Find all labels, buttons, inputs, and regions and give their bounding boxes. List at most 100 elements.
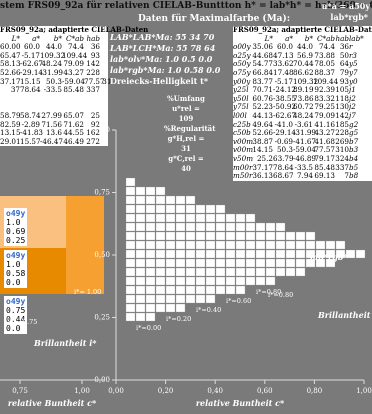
triangle-cell (295, 258, 306, 268)
x-tick-label: 0,20 (158, 387, 174, 395)
triangle-cell (175, 213, 186, 223)
swatch-1: o49y 1.0 0.69 0.25 (4, 208, 28, 246)
triangle-cell (255, 249, 266, 259)
left-x-tick-label: 0,75 (12, 387, 28, 395)
triangle-cell (225, 213, 236, 223)
triangle-cell (175, 267, 186, 277)
triangle-cell (135, 276, 146, 286)
triangle-cell (125, 222, 136, 232)
triangle-cell (355, 249, 366, 259)
triangle-cell (215, 204, 226, 214)
triangle-cell (135, 231, 146, 241)
triangle-cell (305, 240, 316, 250)
triangle-cell (155, 285, 166, 295)
triangle-cell (125, 240, 136, 250)
triangle-cell (315, 258, 326, 268)
triangle-cell (125, 285, 136, 295)
triangle-cell (185, 267, 196, 277)
triangle-cell (205, 267, 216, 277)
regularity-c: g*C,rel = 40 (168, 154, 204, 173)
triangle-cell (335, 240, 346, 250)
triangle-cell (135, 285, 146, 295)
triangle-cell (195, 231, 206, 241)
triangle-cell (225, 267, 236, 277)
table-row: 65.47-5.17109.32109.44 93 (0, 50, 100, 60)
table-row: c50b 52.66-29.14-31.9943.27228g5 (233, 128, 359, 138)
triangle-cell (195, 240, 206, 250)
right-lab-label: lab*rgb* (310, 252, 348, 262)
umfang-block: %Umfang u*rel = 109 %Regularität g*H,rel… (164, 94, 215, 174)
triangle-cell (175, 285, 186, 295)
triangle-cell (215, 222, 226, 232)
triangle-cell (185, 258, 196, 268)
triangle-cell (295, 240, 306, 250)
x-tick-label: 0,40 (207, 387, 223, 395)
triangle-cell (215, 267, 226, 277)
table-row: o75y 66.8417.4886.6288.37 79y7 (233, 67, 358, 77)
triangle-cell (245, 258, 256, 268)
subheader: Daten für Maximalfarbe (Ma): (138, 14, 291, 24)
triangle-cell (145, 285, 156, 295)
x-tick-label: 0,00 (108, 387, 124, 395)
triangle-cell (205, 258, 216, 268)
header-right: u*a = a50y (321, 1, 370, 11)
triangle-cell (205, 240, 216, 250)
triangle-cell (155, 276, 166, 286)
triangle-cell (125, 249, 136, 259)
triangle-cell (175, 204, 186, 214)
triangle-cell (175, 222, 186, 232)
i-level-label: i*=0.80 (256, 288, 281, 296)
triangle-cell (285, 267, 296, 277)
triangle-cell (155, 240, 166, 250)
triangle-cell (145, 267, 156, 277)
triangle-cell (195, 258, 206, 268)
triangle-cell (285, 240, 296, 250)
triangle-cell (145, 195, 156, 205)
triangle-cell (245, 267, 256, 277)
triangle-cell (175, 294, 186, 304)
triangle-cell (155, 303, 166, 313)
left-x-axis-label: relative Buntheit c* (8, 398, 97, 408)
triangle-cell (185, 231, 196, 241)
triangle-cell (285, 249, 296, 259)
triangle-cell (195, 294, 206, 304)
triangle-cell (125, 204, 136, 214)
triangle-cell (215, 240, 226, 250)
ma-lch: LAB*LCH*Ma: 55 78 64 (110, 43, 216, 53)
ma-rgb: lab*rgb*Ma: 1.0 0.58 0.0 (110, 65, 221, 75)
triangle-cell (175, 240, 186, 250)
left-i-label-2: i* = 0.75 (8, 318, 37, 326)
triangle-cell (205, 249, 216, 259)
triangle-cell (165, 213, 176, 223)
left-x-tick-label: 1,00 (74, 387, 90, 395)
table-row: y75l 52.23-50.9260.7279.25130j2 (233, 102, 356, 112)
triangle-cell (235, 240, 246, 250)
triangle-cell (255, 222, 266, 232)
triangle-cell (185, 213, 196, 223)
triangle-cell (165, 231, 176, 241)
triangle-cell (195, 204, 206, 214)
triangle-cell (145, 186, 156, 196)
triangle-cell (135, 195, 146, 205)
triangle-cell (225, 231, 236, 241)
triangle-cell (125, 177, 136, 187)
triangle-cell (165, 240, 176, 250)
triangle-cell (165, 204, 176, 214)
x-tick-label: 0,60 (257, 387, 273, 395)
triangle-cell (235, 285, 246, 295)
triangle-cell (265, 258, 276, 268)
triangle-cell (235, 249, 246, 259)
ma-olv: lab*olv*Ma: 1.0 0.5 0.0 (110, 54, 213, 64)
table-row: 82.59-2.8971.5671.62 92 (0, 119, 100, 129)
triangle-cell (125, 195, 136, 205)
triangle-cell (125, 267, 136, 277)
triangle-cell (185, 276, 196, 286)
triangle-cell (145, 258, 156, 268)
triangle-cell (265, 240, 276, 250)
triangle-cell (255, 240, 266, 250)
triangle-cell (195, 276, 206, 286)
triangle-cell (215, 213, 226, 223)
x-tick-label: 0,80 (307, 387, 323, 395)
triangle-cell (325, 240, 336, 250)
triangle-cell (225, 258, 236, 268)
